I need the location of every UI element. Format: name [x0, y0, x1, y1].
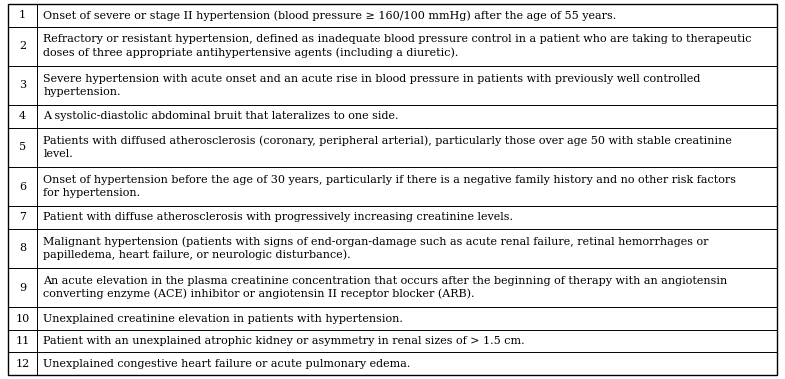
Text: 1: 1	[19, 10, 26, 20]
Text: 4: 4	[19, 111, 26, 121]
Text: Severe hypertension with acute onset and an acute rise in blood pressure in pati: Severe hypertension with acute onset and…	[43, 74, 700, 97]
Text: 7: 7	[19, 213, 26, 222]
Text: 5: 5	[19, 142, 26, 152]
Text: Onset of hypertension before the age of 30 years, particularly if there is a neg: Onset of hypertension before the age of …	[43, 175, 736, 198]
Text: 6: 6	[19, 182, 26, 191]
Text: Unexplained creatinine elevation in patients with hypertension.: Unexplained creatinine elevation in pati…	[43, 313, 403, 324]
Text: Patient with an unexplained atrophic kidney or asymmetry in renal sizes of > 1.5: Patient with an unexplained atrophic kid…	[43, 336, 525, 346]
Text: Malignant hypertension (patients with signs of end-organ-damage such as acute re: Malignant hypertension (patients with si…	[43, 236, 709, 260]
Text: Patients with diffused atherosclerosis (coronary, peripheral arterial), particul: Patients with diffused atherosclerosis (…	[43, 136, 732, 159]
Text: Patient with diffuse atherosclerosis with progressively increasing creatinine le: Patient with diffuse atherosclerosis wit…	[43, 213, 513, 222]
Text: A systolic-diastolic abdominal bruit that lateralizes to one side.: A systolic-diastolic abdominal bruit tha…	[43, 111, 399, 121]
Text: 8: 8	[19, 243, 26, 254]
Text: An acute elevation in the plasma creatinine concentration that occurs after the : An acute elevation in the plasma creatin…	[43, 276, 728, 299]
Text: 11: 11	[16, 336, 30, 346]
Text: Unexplained congestive heart failure or acute pulmonary edema.: Unexplained congestive heart failure or …	[43, 359, 411, 369]
Text: 2: 2	[19, 41, 26, 51]
Text: Refractory or resistant hypertension, defined as inadequate blood pressure contr: Refractory or resistant hypertension, de…	[43, 34, 752, 58]
Text: 9: 9	[19, 283, 26, 293]
Text: Onset of severe or stage II hypertension (blood pressure ≥ 160/100 mmHg) after t: Onset of severe or stage II hypertension…	[43, 10, 616, 20]
Text: 10: 10	[16, 313, 30, 324]
Text: 12: 12	[16, 359, 30, 369]
Text: 3: 3	[19, 80, 26, 91]
